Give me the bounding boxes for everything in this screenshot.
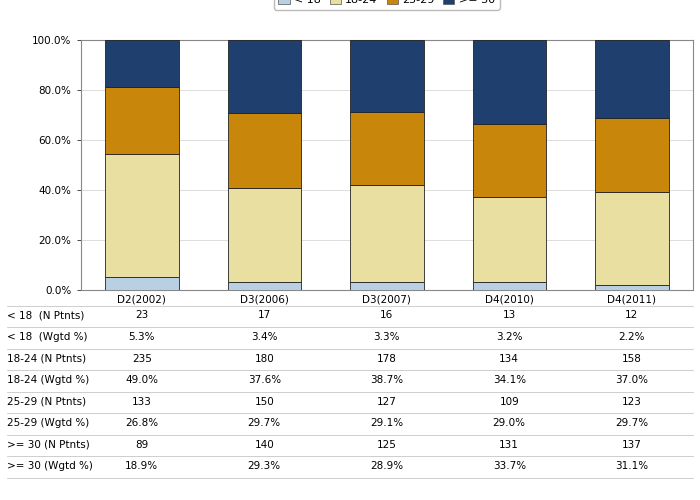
Bar <box>595 192 668 284</box>
Text: 49.0%: 49.0% <box>125 375 158 385</box>
Bar <box>105 154 178 277</box>
Text: 12: 12 <box>625 310 638 320</box>
Text: 3.2%: 3.2% <box>496 332 522 342</box>
Bar <box>350 185 424 282</box>
Text: 38.7%: 38.7% <box>370 375 403 385</box>
Text: 158: 158 <box>622 354 642 364</box>
Text: 5.3%: 5.3% <box>129 332 155 342</box>
Text: 29.0%: 29.0% <box>493 418 526 428</box>
Text: 33.7%: 33.7% <box>493 461 526 471</box>
Text: 125: 125 <box>377 440 397 450</box>
Bar <box>473 124 546 196</box>
Text: 127: 127 <box>377 396 397 406</box>
Bar <box>595 118 668 192</box>
Text: 29.7%: 29.7% <box>615 418 648 428</box>
Text: 2.2%: 2.2% <box>619 332 645 342</box>
Text: 18-24 (Wgtd %): 18-24 (Wgtd %) <box>7 375 90 385</box>
Bar <box>228 114 301 188</box>
Text: 34.1%: 34.1% <box>493 375 526 385</box>
Text: 137: 137 <box>622 440 642 450</box>
Bar <box>228 188 301 282</box>
Text: 23: 23 <box>135 310 148 320</box>
Bar <box>105 87 178 154</box>
Text: 31.1%: 31.1% <box>615 461 648 471</box>
Text: 109: 109 <box>499 396 519 406</box>
Text: 29.3%: 29.3% <box>248 461 281 471</box>
Text: 131: 131 <box>499 440 519 450</box>
Text: 29.1%: 29.1% <box>370 418 403 428</box>
Text: 26.8%: 26.8% <box>125 418 158 428</box>
Bar <box>473 40 546 124</box>
Bar <box>105 277 178 290</box>
Text: 134: 134 <box>499 354 519 364</box>
Bar <box>595 284 668 290</box>
Bar <box>228 40 301 114</box>
Text: 3.4%: 3.4% <box>251 332 277 342</box>
Text: 123: 123 <box>622 396 642 406</box>
Bar <box>350 282 424 290</box>
Text: 13: 13 <box>503 310 516 320</box>
Bar <box>350 112 424 185</box>
Bar <box>473 196 546 282</box>
Text: >= 30 (Wgtd %): >= 30 (Wgtd %) <box>7 461 93 471</box>
Text: 18.9%: 18.9% <box>125 461 158 471</box>
Text: 18-24 (N Ptnts): 18-24 (N Ptnts) <box>7 354 86 364</box>
Bar <box>228 282 301 290</box>
Text: 37.0%: 37.0% <box>615 375 648 385</box>
Bar <box>473 282 546 290</box>
Bar <box>105 40 178 88</box>
Text: 178: 178 <box>377 354 397 364</box>
Bar <box>350 40 424 113</box>
Text: 133: 133 <box>132 396 152 406</box>
Text: 25-29 (N Ptnts): 25-29 (N Ptnts) <box>7 396 86 406</box>
Bar <box>595 40 668 117</box>
Text: 37.6%: 37.6% <box>248 375 281 385</box>
Text: 89: 89 <box>135 440 148 450</box>
Text: 28.9%: 28.9% <box>370 461 403 471</box>
Text: < 18  (Wgtd %): < 18 (Wgtd %) <box>7 332 88 342</box>
Text: 140: 140 <box>254 440 274 450</box>
Text: 25-29 (Wgtd %): 25-29 (Wgtd %) <box>7 418 90 428</box>
Text: 180: 180 <box>254 354 274 364</box>
Text: 17: 17 <box>258 310 271 320</box>
Text: 16: 16 <box>380 310 393 320</box>
Text: 235: 235 <box>132 354 152 364</box>
Text: 3.3%: 3.3% <box>374 332 400 342</box>
Text: >= 30 (N Ptnts): >= 30 (N Ptnts) <box>7 440 90 450</box>
Text: 29.7%: 29.7% <box>248 418 281 428</box>
Legend: < 18, 18-24, 25-29, >= 30: < 18, 18-24, 25-29, >= 30 <box>274 0 500 10</box>
Text: 150: 150 <box>254 396 274 406</box>
Text: < 18  (N Ptnts): < 18 (N Ptnts) <box>7 310 85 320</box>
